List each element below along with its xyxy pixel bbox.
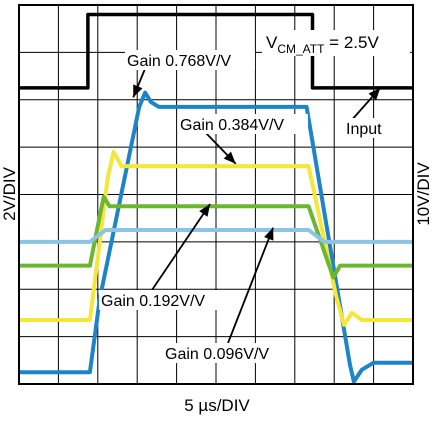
vcm-subscript: CM_ATT xyxy=(277,42,325,56)
annotation-arrows xyxy=(132,63,381,344)
label-bg-gain-0192 xyxy=(99,290,229,310)
series-label-gain-0096: Gain 0.096V/V xyxy=(165,346,269,363)
label-bg-input xyxy=(344,118,398,138)
vcm-label-bg xyxy=(262,30,410,56)
vcm-annotation: VCM_ATT = 2.5V xyxy=(266,33,379,56)
label-bg-gain-0384 xyxy=(178,114,308,134)
trace-gain-0096 xyxy=(19,228,413,244)
label-bg-gain-0096 xyxy=(163,343,293,363)
series-label-gain-0768: Gain 0.768V/V xyxy=(127,53,231,70)
trace-input xyxy=(19,12,413,90)
arrow-gain-0192 xyxy=(151,203,211,291)
series-label-gain-0192: Gain 0.192V/V xyxy=(101,293,205,310)
vcm-value: = 2.5V xyxy=(324,33,379,52)
series-label-input: Input xyxy=(346,121,382,138)
trace-gain-0768 xyxy=(19,90,413,384)
arrow-gain-0384 xyxy=(204,131,237,165)
traces xyxy=(19,12,413,384)
arrow-gain-0096 xyxy=(227,227,274,344)
trace-gain-0384 xyxy=(19,149,413,327)
label-bg-gain-0768 xyxy=(125,50,255,70)
trace-gain-0192 xyxy=(19,194,413,280)
y-axis-label-right: 10V/DIV xyxy=(414,162,433,226)
plot-frame xyxy=(18,4,414,385)
vcm-symbol: V xyxy=(266,33,278,52)
arrow-input xyxy=(349,87,381,123)
series-label-gain-0384: Gain 0.384V/V xyxy=(180,117,284,134)
x-axis-label: 5 µs/DIV xyxy=(184,396,250,415)
y-axis-label-left: 2V/DIV xyxy=(0,166,19,221)
